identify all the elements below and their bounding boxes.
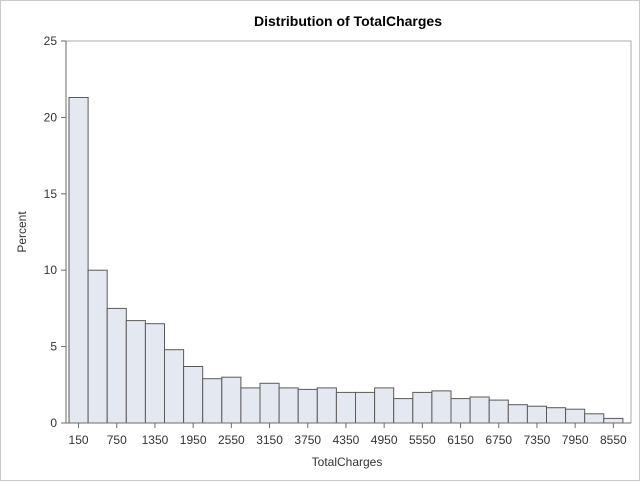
bar-1950 [183, 366, 204, 424]
bar-5550 [412, 391, 433, 424]
bar-5850 [431, 390, 452, 424]
x-tick-label: 2550 [218, 433, 245, 447]
x-tick-label: 3150 [256, 433, 283, 447]
bar-7650 [546, 407, 567, 424]
bar-1050 [125, 320, 146, 424]
y-tick-label: 25 [44, 34, 58, 48]
bar-3750 [297, 388, 318, 424]
x-tick-label: 150 [69, 433, 89, 447]
bar-1350 [144, 323, 165, 424]
bar-2250 [202, 378, 223, 424]
bar-5250 [393, 398, 414, 424]
y-tick-label: 20 [44, 110, 58, 124]
x-tick-label: 5550 [409, 433, 436, 447]
x-tick-label: 6150 [447, 433, 474, 447]
bar-2550 [221, 376, 242, 424]
bar-4050 [316, 387, 337, 424]
bar-4950 [374, 387, 395, 424]
bar-4650 [355, 391, 376, 424]
y-tick-label: 10 [44, 263, 58, 277]
chart-title: Distribution of TotalCharges [254, 13, 442, 29]
x-tick-label: 1950 [180, 433, 207, 447]
bar-7950 [565, 408, 586, 424]
bar-6450 [469, 396, 490, 424]
x-tick-label: 4950 [371, 433, 398, 447]
x-tick-label: 7950 [562, 433, 589, 447]
bar-750 [106, 307, 127, 424]
x-ticks-group: 150 750 1350 1950 2550 3150 3750 4350 4950 5550 61… [69, 423, 627, 447]
y-ticks-group: 0 5 10 15 20 25 [44, 34, 66, 430]
bars-group [68, 97, 624, 424]
bar-3150 [259, 382, 280, 424]
bar-1650 [164, 349, 185, 424]
bar-7350 [526, 405, 548, 424]
x-axis-label: TotalCharges [312, 455, 383, 469]
bar-6150 [450, 398, 471, 424]
x-tick-label: 1350 [142, 433, 169, 447]
x-tick-label: 7350 [524, 433, 551, 447]
bar-8550 [603, 417, 624, 424]
bar-8250 [584, 413, 605, 424]
x-tick-label: 4350 [333, 433, 360, 447]
x-tick-label: 750 [107, 433, 127, 447]
x-tick-label: 6750 [485, 433, 512, 447]
y-tick-label: 15 [44, 187, 58, 201]
x-tick-label: 3750 [294, 433, 321, 447]
bar-2850 [240, 387, 261, 424]
y-tick-label: 5 [50, 340, 57, 354]
x-tick-label: 8550 [600, 433, 627, 447]
bar-6750 [488, 399, 509, 424]
y-tick-label: 0 [50, 416, 57, 430]
y-axis-label: Percent [15, 211, 29, 253]
bar-150 [68, 97, 89, 424]
bar-450 [87, 269, 108, 424]
bar-3450 [278, 387, 299, 424]
bar-7050 [507, 404, 528, 424]
bar-4350 [335, 391, 356, 424]
